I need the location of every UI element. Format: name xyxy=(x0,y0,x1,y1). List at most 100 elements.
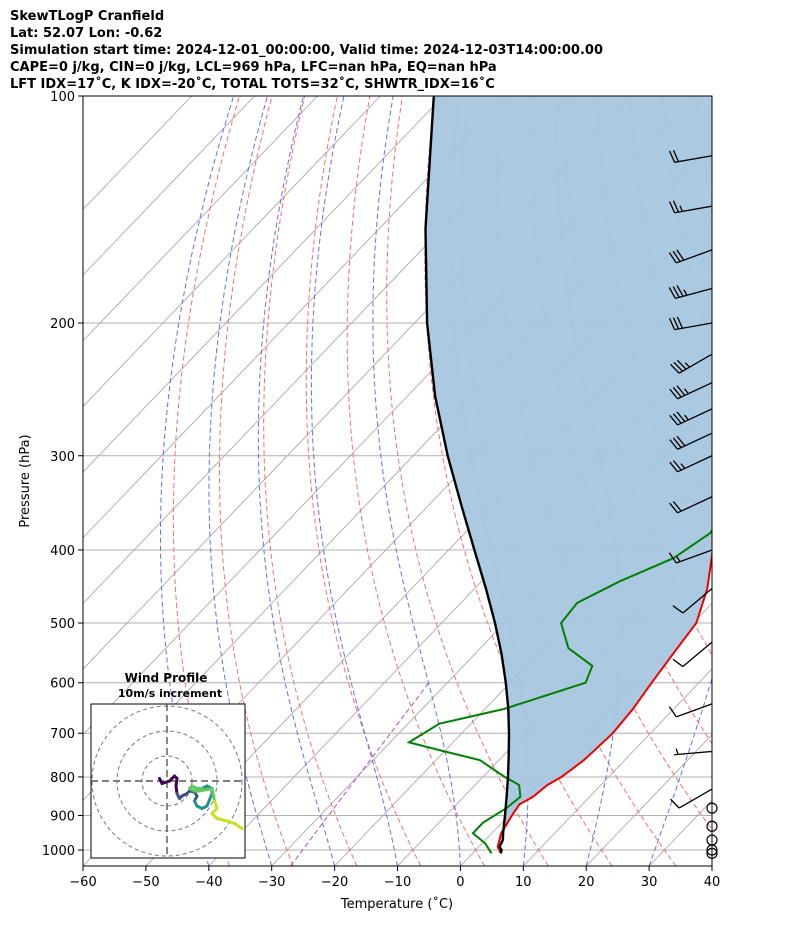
barb-half-feather xyxy=(684,362,690,368)
y-axis-label: Pressure (hPa) xyxy=(18,434,33,527)
barb-feather xyxy=(669,439,679,450)
y-tick-label-400: 400 xyxy=(50,544,75,559)
y-tick-label-1000: 1000 xyxy=(42,844,75,859)
x-tick-label--20: −20 xyxy=(321,875,348,890)
hodograph-segment xyxy=(210,787,216,803)
moist-adiabat--10 xyxy=(310,96,398,866)
barb-feather xyxy=(676,411,686,422)
barb-feather xyxy=(668,287,676,299)
barb-feather xyxy=(672,605,684,614)
isotherm-40 xyxy=(711,865,712,866)
isotherm--130 xyxy=(83,96,381,408)
wind-barbs xyxy=(668,150,718,859)
temperature-profile xyxy=(496,549,712,854)
barb-feather xyxy=(670,363,680,374)
dry-adiabat--30 xyxy=(219,96,294,866)
moist-adiabat--30 xyxy=(208,96,273,866)
y-tick-label-200: 200 xyxy=(50,317,75,332)
moist-adiabat--40 xyxy=(159,96,235,866)
barb-shaft xyxy=(678,353,713,374)
x-tick-label--60: −60 xyxy=(69,875,96,890)
x-tick-label-30: 30 xyxy=(641,875,658,890)
x-tick-label--10: −10 xyxy=(384,875,411,890)
barb-shaft xyxy=(678,788,713,809)
barb-feather xyxy=(668,706,677,718)
x-tick-label--40: −40 xyxy=(195,875,222,890)
hodograph-segment xyxy=(205,792,214,808)
barb-shaft xyxy=(674,155,713,163)
hodograph-segment xyxy=(198,787,214,793)
barb-feather xyxy=(672,150,680,162)
hodograph-inset: Wind Profile 10m/s increment xyxy=(90,671,246,859)
barb-feather xyxy=(673,361,684,372)
barb-feather xyxy=(676,285,684,297)
barb-feather xyxy=(676,249,685,261)
wind-barb-140 xyxy=(668,200,713,214)
barb-feather xyxy=(668,252,677,264)
barb-shaft xyxy=(674,205,713,214)
barb-shaft xyxy=(682,641,713,668)
x-tick-label--30: −30 xyxy=(258,875,285,890)
barb-feather xyxy=(676,385,686,396)
barb-shaft xyxy=(677,455,713,473)
wind-barb-740 xyxy=(674,748,713,756)
barb-shaft xyxy=(677,408,713,426)
barb-half-feather xyxy=(679,205,684,212)
isotherm--120 xyxy=(83,96,444,473)
wind-barb-120 xyxy=(668,150,713,163)
barb-shaft xyxy=(676,703,713,718)
wind-barb-220 xyxy=(670,353,713,374)
barb-feather xyxy=(672,200,680,213)
barb-feather xyxy=(672,387,682,398)
barb-feather xyxy=(672,317,680,330)
isotherm-10 xyxy=(522,668,712,866)
dewpoint-profile xyxy=(406,528,712,854)
moist-adiabat-0 xyxy=(372,96,461,866)
barb-feather xyxy=(669,414,679,426)
barb-shaft xyxy=(674,750,713,756)
time-line: Simulation start time: 2024-12-01_00:00:… xyxy=(10,43,603,58)
barb-shaft xyxy=(677,496,713,514)
dry-adiabat-0 xyxy=(346,96,485,866)
wind-barb-240 xyxy=(669,382,713,400)
isotherm--140 xyxy=(83,96,318,342)
barb-half-feather xyxy=(676,556,681,562)
wind-barb-260 xyxy=(669,408,713,426)
moist-adiabat--20 xyxy=(257,96,336,866)
barb-feather xyxy=(672,250,681,262)
barb-feather xyxy=(672,286,680,298)
isotherm--110 xyxy=(83,96,507,539)
barb-feather xyxy=(669,388,679,400)
barb-feather xyxy=(669,461,679,473)
barb-shaft xyxy=(675,287,713,299)
wind-barb-160 xyxy=(668,249,713,264)
y-tick-label-300: 300 xyxy=(50,450,75,465)
y-tick-label-600: 600 xyxy=(50,677,75,692)
hodograph-segment xyxy=(233,822,244,830)
barb-feather xyxy=(669,502,679,514)
barb-half-feather xyxy=(680,463,686,469)
dry-adiabat-120 xyxy=(761,96,794,866)
y-tick-label-500: 500 xyxy=(50,617,75,632)
barb-shaft xyxy=(682,588,713,614)
wind-barb-530 xyxy=(672,641,713,668)
barb-feather xyxy=(676,359,687,370)
hodograph-trace xyxy=(158,774,244,830)
parcel-area-fill xyxy=(425,96,712,854)
moist-adiabat-40 xyxy=(711,864,712,866)
axes: −60 −50 −40 −30 −20 −10 0 10 20 30 40 100 200 300 400 5… xyxy=(42,90,720,890)
hodograph-title: Wind Profile xyxy=(125,671,208,685)
dry-adiabat--20 xyxy=(263,96,358,866)
barb-feather xyxy=(668,552,677,564)
isotherm-50 xyxy=(775,96,794,866)
hodograph-segment xyxy=(215,817,229,823)
barb-half-feather xyxy=(684,414,689,421)
barb-shaft xyxy=(676,549,713,564)
hodograph-subtitle: 10m/s increment xyxy=(118,687,222,700)
parcel-profile xyxy=(424,96,511,854)
barb-feather xyxy=(672,413,682,424)
barb-feather xyxy=(672,658,684,668)
moist-adiabat-30 xyxy=(648,676,712,866)
chart-header: SkewTLogP Cranfield Lat: 52.07 Lon: -0.6… xyxy=(10,8,603,93)
